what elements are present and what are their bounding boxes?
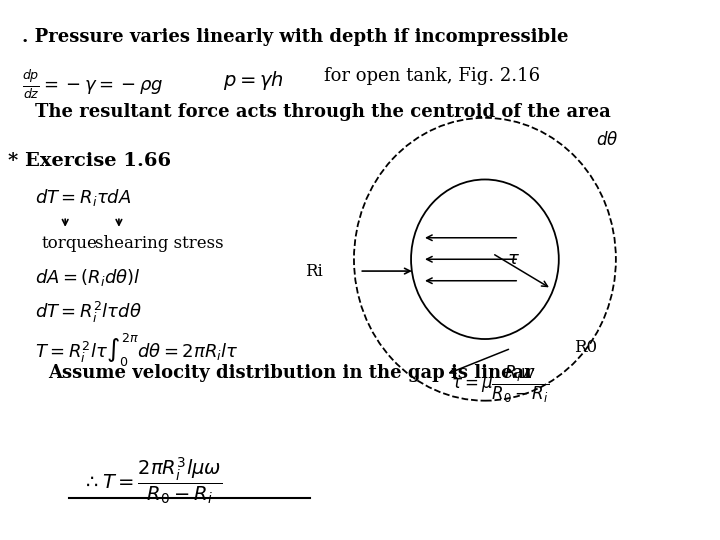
Text: $T = R_i^2 l\tau \int_0^{2\pi} d\theta = 2\pi R_i l\tau$: $T = R_i^2 l\tau \int_0^{2\pi} d\theta =… [35, 332, 238, 369]
Text: R0: R0 [574, 340, 597, 356]
Text: torque: torque [42, 235, 97, 252]
Text: $dT = R_i \tau dA$: $dT = R_i \tau dA$ [35, 187, 131, 208]
Text: The resultant force acts through the centroid of the area: The resultant force acts through the cen… [35, 104, 611, 122]
Text: shearing stress: shearing stress [96, 235, 224, 252]
Text: for open tank, Fig. 2.16: for open tank, Fig. 2.16 [324, 67, 540, 85]
Text: Ri: Ri [305, 262, 323, 280]
Text: . Pressure varies linearly with depth if incompressible: . Pressure varies linearly with depth if… [22, 28, 568, 46]
Text: * Exercise 1.66: * Exercise 1.66 [8, 152, 171, 170]
Text: $p = \gamma h$: $p = \gamma h$ [223, 69, 284, 92]
Text: $dA = (R_i d\theta)l$: $dA = (R_i d\theta)l$ [35, 267, 140, 288]
Text: $\frac{dp}{dz} = -\gamma = -\rho g$: $\frac{dp}{dz} = -\gamma = -\rho g$ [22, 69, 163, 101]
Text: $\tau = \mu \dfrac{R_i w}{R_0 - R_i}$: $\tau = \mu \dfrac{R_i w}{R_0 - R_i}$ [451, 364, 549, 405]
Text: $dT = R_i^2 l\tau d\theta$: $dT = R_i^2 l\tau d\theta$ [35, 300, 142, 325]
Text: $\tau$: $\tau$ [507, 250, 520, 268]
Text: Assume velocity distribution in the gap is linear: Assume velocity distribution in the gap … [48, 364, 534, 382]
Text: $d\theta$: $d\theta$ [596, 131, 618, 149]
Text: $\therefore T = \dfrac{2\pi R_i^3 l\mu\omega}{R_0 - R_i}$: $\therefore T = \dfrac{2\pi R_i^3 l\mu\o… [82, 455, 222, 506]
